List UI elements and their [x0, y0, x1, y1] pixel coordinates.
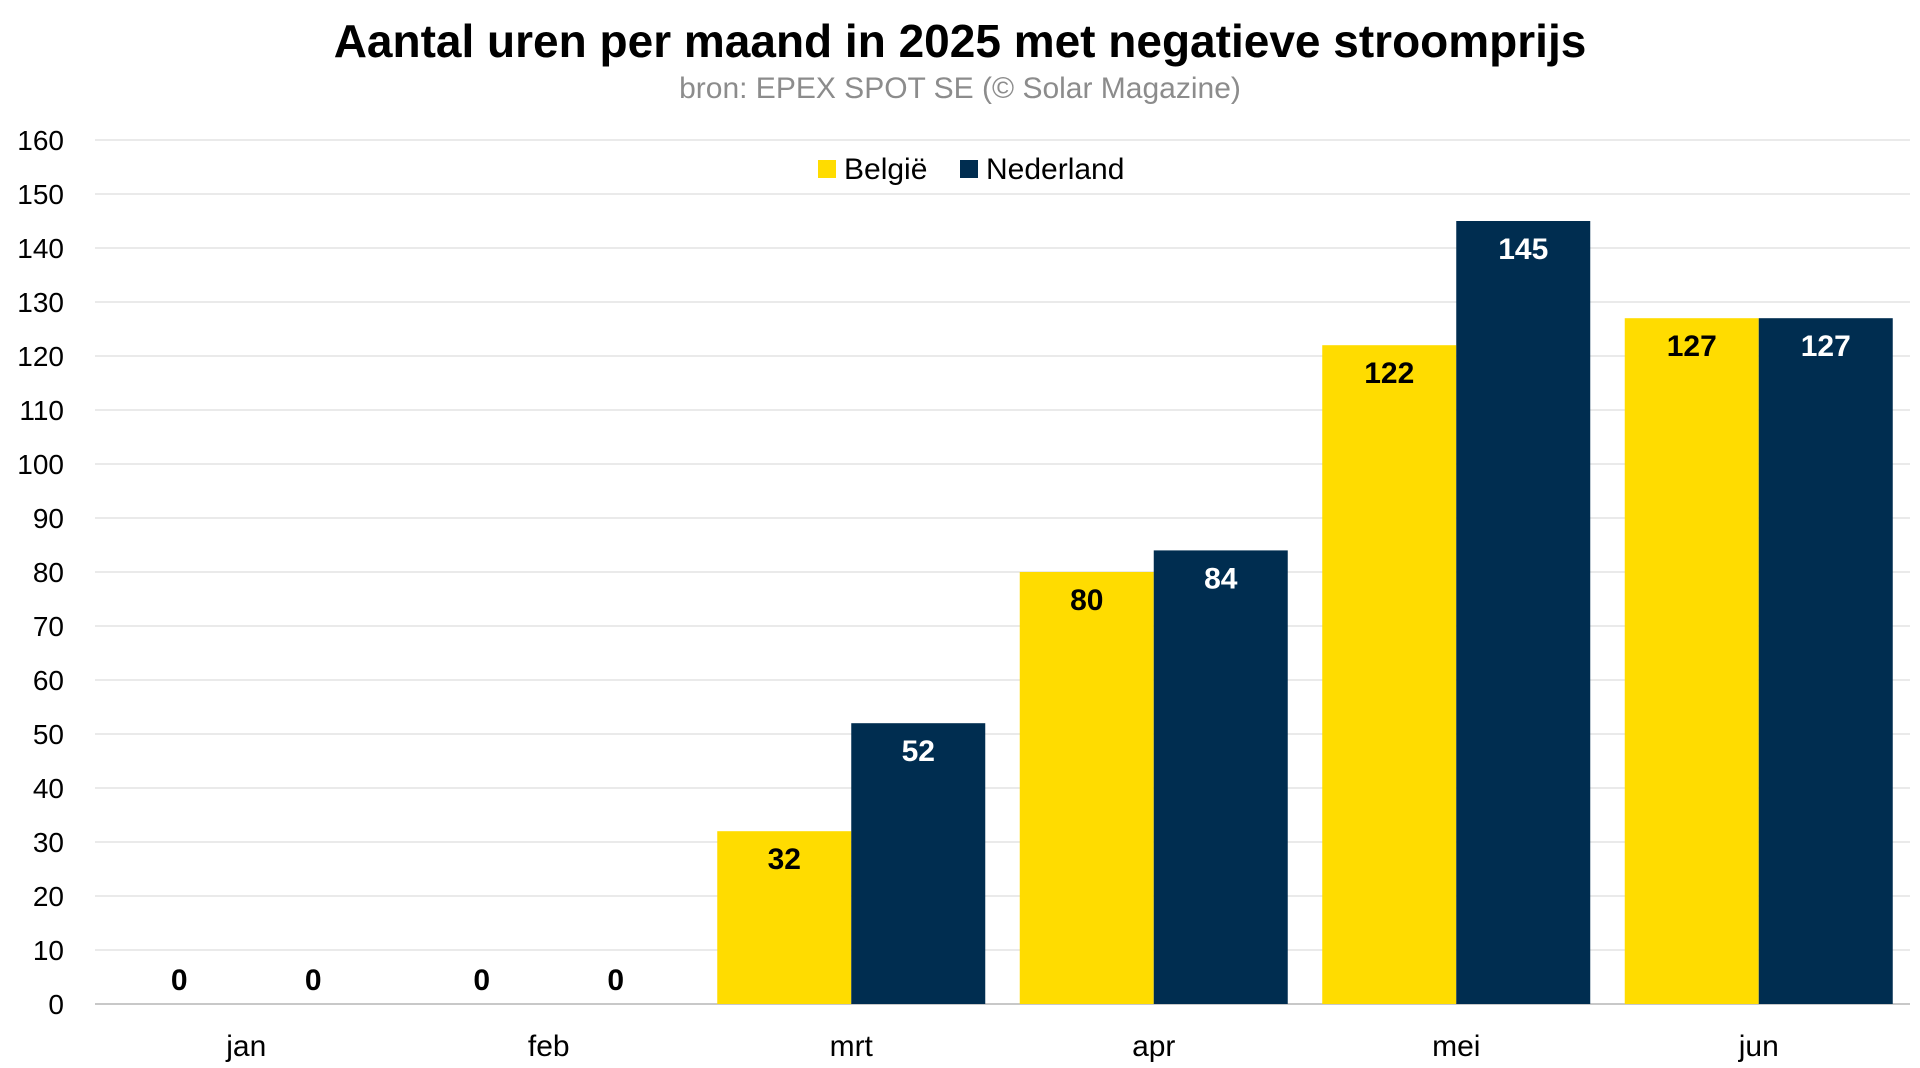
bar	[1758, 318, 1893, 1004]
x-tick-label: jun	[1738, 1030, 1779, 1063]
bar	[1153, 550, 1288, 1004]
x-tick-label: mrt	[830, 1030, 874, 1063]
x-tick-label: mei	[1432, 1030, 1480, 1063]
y-tick-label: 10	[33, 935, 64, 966]
data-label: 0	[607, 964, 624, 997]
chart-title: Aantal uren per maand in 2025 met negati…	[333, 15, 1587, 67]
bar	[1322, 345, 1457, 1004]
x-tick-label: jan	[225, 1030, 266, 1063]
data-label: 0	[305, 964, 322, 997]
y-tick-label: 110	[19, 395, 64, 426]
y-tick-label: 20	[33, 881, 64, 912]
y-tick-label: 60	[33, 665, 64, 696]
bar	[1019, 572, 1154, 1004]
y-tick-label: 100	[17, 449, 64, 480]
y-tick-label: 80	[33, 557, 64, 588]
y-tick-label: 50	[33, 719, 64, 750]
y-tick-label: 40	[33, 773, 64, 804]
data-labels: 0 0 0 0 32 52 80 84 122 145 127 127	[171, 233, 1851, 997]
bars	[717, 221, 1893, 1004]
gridlines	[95, 139, 1910, 1005]
y-tick-label: 160	[17, 125, 64, 156]
data-label: 127	[1667, 330, 1717, 363]
y-tick-label: 90	[33, 503, 64, 534]
data-label: 0	[473, 964, 490, 997]
data-label: 0	[171, 964, 188, 997]
legend-label: Nederland	[986, 153, 1124, 186]
data-label: 84	[1204, 562, 1238, 595]
x-axis-ticks: jan feb mrt apr mei jun	[225, 1030, 1779, 1063]
y-axis-ticks: 0 10 20 30 40 50 60 70 80 90 100 110 120 130 140 150 160	[17, 125, 64, 1020]
legend-swatch	[960, 160, 978, 178]
data-label: 127	[1801, 330, 1851, 363]
x-tick-label: apr	[1132, 1030, 1175, 1063]
bar	[717, 831, 852, 1004]
y-tick-label: 130	[17, 287, 64, 318]
legend-swatch	[818, 160, 836, 178]
legend: België Nederland	[818, 153, 1124, 186]
data-label: 80	[1070, 584, 1103, 617]
data-label: 32	[768, 843, 801, 876]
y-tick-label: 30	[33, 827, 64, 858]
data-label: 145	[1498, 233, 1548, 266]
chart-subtitle: bron: EPEX SPOT SE (© Solar Magazine)	[679, 72, 1241, 105]
bar	[1456, 221, 1591, 1004]
data-label: 122	[1364, 357, 1414, 390]
legend-label: België	[844, 153, 927, 186]
bar	[1624, 318, 1759, 1004]
y-tick-label: 120	[17, 341, 64, 372]
y-tick-label: 70	[33, 611, 64, 642]
x-tick-label: feb	[528, 1030, 570, 1063]
y-tick-label: 140	[17, 233, 64, 264]
y-tick-label: 0	[48, 989, 64, 1020]
bar	[851, 723, 986, 1004]
data-label: 52	[902, 735, 935, 768]
y-tick-label: 150	[17, 179, 64, 210]
